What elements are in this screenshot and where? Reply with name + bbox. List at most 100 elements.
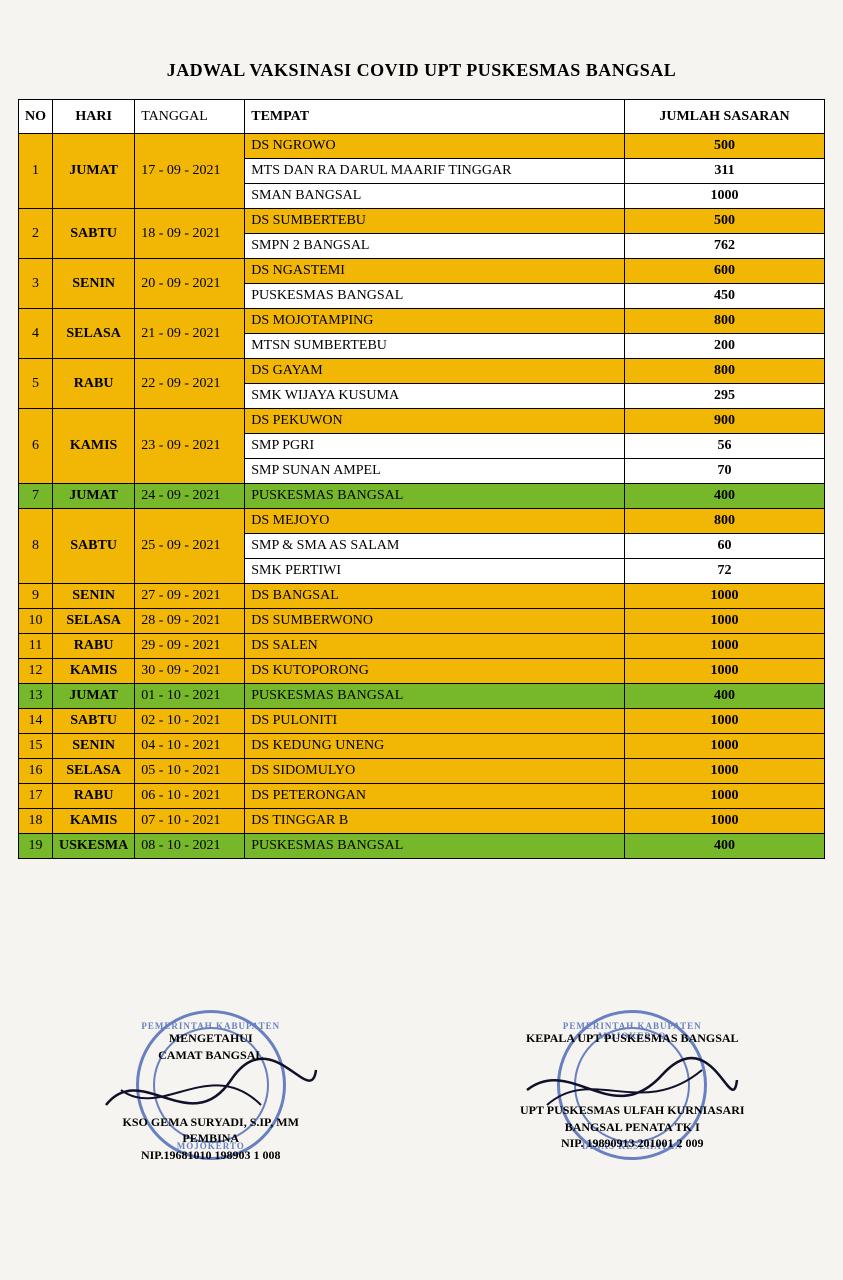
cell-hari: JUMAT bbox=[53, 134, 135, 209]
cell-sasaran: 400 bbox=[625, 484, 825, 509]
cell-hari: SABTU bbox=[53, 709, 135, 734]
cell-sasaran: 1000 bbox=[625, 584, 825, 609]
cell-tempat: SMP SUNAN AMPEL bbox=[245, 459, 625, 484]
cell-sasaran: 762 bbox=[625, 234, 825, 259]
cell-tempat: MTS DAN RA DARUL MAARIF TINGGAR bbox=[245, 159, 625, 184]
cell-sasaran: 600 bbox=[625, 259, 825, 284]
table-row: 5RABU22 - 09 - 2021DS GAYAM800 bbox=[19, 359, 825, 384]
cell-hari: SELASA bbox=[53, 759, 135, 784]
header-row: NO HARI TANGGAL TEMPAT JUMLAH SASARAN bbox=[19, 100, 825, 134]
cell-sasaran: 60 bbox=[625, 534, 825, 559]
cell-sasaran: 400 bbox=[625, 684, 825, 709]
cell-tanggal: 07 - 10 - 2021 bbox=[135, 809, 245, 834]
cell-tanggal: 17 - 09 - 2021 bbox=[135, 134, 245, 209]
cell-tempat: PUSKESMAS BANGSAL bbox=[245, 284, 625, 309]
cell-sasaran: 900 bbox=[625, 409, 825, 434]
table-row: 8SABTU25 - 09 - 2021DS MEJOYO800 bbox=[19, 509, 825, 534]
cell-no: 11 bbox=[19, 634, 53, 659]
table-row: 12KAMIS30 - 09 - 2021DS KUTOPORONG1000 bbox=[19, 659, 825, 684]
sig-left-nip: NIP.19681010 198903 1 008 bbox=[61, 1147, 361, 1164]
cell-no: 12 bbox=[19, 659, 53, 684]
cell-hari: RABU bbox=[53, 359, 135, 409]
col-hari: HARI bbox=[53, 100, 135, 134]
cell-tempat: DS NGASTEMI bbox=[245, 259, 625, 284]
cell-tanggal: 23 - 09 - 2021 bbox=[135, 409, 245, 484]
signature-right: PEMERINTAH KABUPATEN MOJOKERTO DINAS KES… bbox=[482, 1030, 782, 1164]
cell-tempat: DS MOJOTAMPING bbox=[245, 309, 625, 334]
cell-hari: RABU bbox=[53, 634, 135, 659]
cell-no: 16 bbox=[19, 759, 53, 784]
cell-hari: SABTU bbox=[53, 209, 135, 259]
cell-tempat: MTSN SUMBERTEBU bbox=[245, 334, 625, 359]
cell-hari: KAMIS bbox=[53, 659, 135, 684]
signature-left: PEMERINTAH KABUPATEN MOJOKERTO MENGETAHU… bbox=[61, 1030, 361, 1164]
cell-tempat: DS SALEN bbox=[245, 634, 625, 659]
cell-sasaran: 500 bbox=[625, 134, 825, 159]
cell-tanggal: 28 - 09 - 2021 bbox=[135, 609, 245, 634]
table-row: 14SABTU02 - 10 - 2021DS PULONITI1000 bbox=[19, 709, 825, 734]
cell-hari: SENIN bbox=[53, 734, 135, 759]
cell-no: 6 bbox=[19, 409, 53, 484]
cell-tanggal: 27 - 09 - 2021 bbox=[135, 584, 245, 609]
cell-sasaran: 1000 bbox=[625, 609, 825, 634]
cell-sasaran: 70 bbox=[625, 459, 825, 484]
cell-tanggal: 05 - 10 - 2021 bbox=[135, 759, 245, 784]
cell-tempat: DS TINGGAR B bbox=[245, 809, 625, 834]
cell-hari: USKESMA bbox=[53, 834, 135, 859]
cell-sasaran: 1000 bbox=[625, 659, 825, 684]
cell-hari: SENIN bbox=[53, 584, 135, 609]
cell-no: 5 bbox=[19, 359, 53, 409]
cell-no: 18 bbox=[19, 809, 53, 834]
cell-tempat: DS KUTOPORONG bbox=[245, 659, 625, 684]
sig-right-name: UPT PUSKESMAS ULFAH KURNIASARI bbox=[482, 1102, 782, 1119]
table-row: 3SENIN20 - 09 - 2021DS NGASTEMI600 bbox=[19, 259, 825, 284]
table-row: 6KAMIS23 - 09 - 2021DS PEKUWON900 bbox=[19, 409, 825, 434]
table-row: 2SABTU18 - 09 - 2021DS SUMBERTEBU500 bbox=[19, 209, 825, 234]
cell-tanggal: 08 - 10 - 2021 bbox=[135, 834, 245, 859]
cell-tempat: DS GAYAM bbox=[245, 359, 625, 384]
cell-no: 17 bbox=[19, 784, 53, 809]
document-title: JADWAL VAKSINASI COVID UPT PUSKESMAS BAN… bbox=[18, 60, 825, 81]
cell-hari: JUMAT bbox=[53, 684, 135, 709]
cell-hari: SELASA bbox=[53, 609, 135, 634]
cell-no: 9 bbox=[19, 584, 53, 609]
cell-tanggal: 22 - 09 - 2021 bbox=[135, 359, 245, 409]
cell-no: 3 bbox=[19, 259, 53, 309]
cell-tempat: DS PETERONGAN bbox=[245, 784, 625, 809]
sig-left-name: KSO GEMA SURYADI, S.IP, MM bbox=[61, 1114, 361, 1131]
cell-no: 4 bbox=[19, 309, 53, 359]
cell-sasaran: 800 bbox=[625, 509, 825, 534]
signature-area: PEMERINTAH KABUPATEN MOJOKERTO MENGETAHU… bbox=[0, 1030, 843, 1164]
cell-tanggal: 02 - 10 - 2021 bbox=[135, 709, 245, 734]
schedule-table: NO HARI TANGGAL TEMPAT JUMLAH SASARAN 1J… bbox=[18, 99, 825, 859]
sig-right-rank: BANGSAL PENATA TK I bbox=[482, 1119, 782, 1136]
col-sasaran: JUMLAH SASARAN bbox=[625, 100, 825, 134]
cell-tempat: DS PEKUWON bbox=[245, 409, 625, 434]
cell-sasaran: 311 bbox=[625, 159, 825, 184]
cell-hari: RABU bbox=[53, 784, 135, 809]
cell-sasaran: 800 bbox=[625, 309, 825, 334]
table-row: 10SELASA28 - 09 - 2021DS SUMBERWONO1000 bbox=[19, 609, 825, 634]
col-tempat: TEMPAT bbox=[245, 100, 625, 134]
cell-sasaran: 1000 bbox=[625, 759, 825, 784]
cell-tempat: PUSKESMAS BANGSAL bbox=[245, 484, 625, 509]
cell-tempat: PUSKESMAS BANGSAL bbox=[245, 684, 625, 709]
cell-hari: JUMAT bbox=[53, 484, 135, 509]
table-row: 1JUMAT17 - 09 - 2021DS NGROWO500 bbox=[19, 134, 825, 159]
table-row: 9SENIN27 - 09 - 2021DS BANGSAL1000 bbox=[19, 584, 825, 609]
cell-sasaran: 800 bbox=[625, 359, 825, 384]
table-row: 15SENIN04 - 10 - 2021DS KEDUNG UNENG1000 bbox=[19, 734, 825, 759]
cell-no: 7 bbox=[19, 484, 53, 509]
table-body: 1JUMAT17 - 09 - 2021DS NGROWO500MTS DAN … bbox=[19, 134, 825, 859]
table-row: 11RABU29 - 09 - 2021DS SALEN1000 bbox=[19, 634, 825, 659]
cell-tempat: SMPN 2 BANGSAL bbox=[245, 234, 625, 259]
cell-no: 10 bbox=[19, 609, 53, 634]
table-row: 7JUMAT24 - 09 - 2021PUSKESMAS BANGSAL400 bbox=[19, 484, 825, 509]
cell-tanggal: 30 - 09 - 2021 bbox=[135, 659, 245, 684]
cell-tempat: SMAN BANGSAL bbox=[245, 184, 625, 209]
cell-tanggal: 29 - 09 - 2021 bbox=[135, 634, 245, 659]
table-row: 4SELASA21 - 09 - 2021DS MOJOTAMPING800 bbox=[19, 309, 825, 334]
cell-tanggal: 06 - 10 - 2021 bbox=[135, 784, 245, 809]
sig-left-line1: MENGETAHUI bbox=[61, 1030, 361, 1047]
cell-hari: SABTU bbox=[53, 509, 135, 584]
